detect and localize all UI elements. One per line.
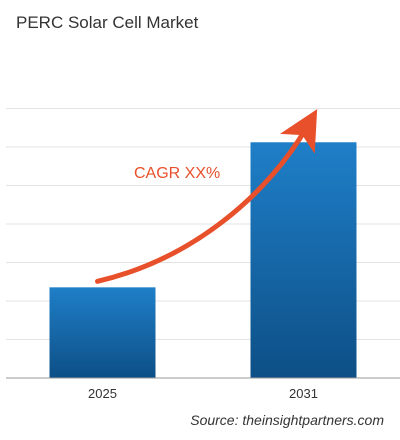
cagr-annotation: CAGR XX% (134, 165, 220, 182)
bar-2031 (250, 142, 357, 378)
chart-title: PERC Solar Cell Market (16, 13, 199, 32)
x-tick-label-2031: 2031 (289, 386, 318, 401)
x-tick-labels: 2025 2031 (88, 386, 318, 401)
growth-arrow (95, 109, 318, 284)
source-note: Source: theinsightpartners.com (190, 412, 384, 428)
x-tick-label-2025: 2025 (88, 386, 117, 401)
bar-2025 (49, 287, 156, 378)
